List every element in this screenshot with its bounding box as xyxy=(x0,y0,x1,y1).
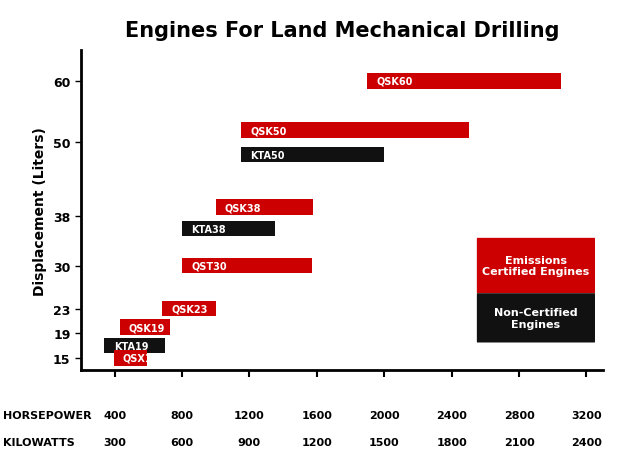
Text: 3200: 3200 xyxy=(571,410,602,420)
Text: 1200: 1200 xyxy=(234,410,265,420)
Text: 600: 600 xyxy=(170,438,193,448)
Text: 2400: 2400 xyxy=(571,438,602,448)
Text: 1200: 1200 xyxy=(302,438,332,448)
Text: 1500: 1500 xyxy=(369,438,399,448)
Bar xyxy=(114,350,147,366)
Text: KTA19: KTA19 xyxy=(114,341,148,351)
Text: QSX15: QSX15 xyxy=(123,353,159,363)
Text: Non-Certified
Engines: Non-Certified Engines xyxy=(494,307,578,329)
FancyBboxPatch shape xyxy=(477,238,595,294)
Bar xyxy=(104,338,165,354)
FancyBboxPatch shape xyxy=(477,294,595,343)
Text: KTA38: KTA38 xyxy=(191,224,226,234)
Text: QSK23: QSK23 xyxy=(171,304,207,314)
Text: 2000: 2000 xyxy=(369,410,399,420)
Bar xyxy=(119,320,170,335)
Text: 2400: 2400 xyxy=(436,410,467,420)
Title: Engines For Land Mechanical Drilling: Engines For Land Mechanical Drilling xyxy=(125,21,559,41)
Text: QSK50: QSK50 xyxy=(250,126,287,136)
Text: QSK60: QSK60 xyxy=(377,77,413,87)
Text: QSK38: QSK38 xyxy=(225,203,261,213)
Text: 2100: 2100 xyxy=(504,438,534,448)
Text: 2800: 2800 xyxy=(504,410,534,420)
Bar xyxy=(241,148,384,163)
Bar xyxy=(216,200,313,215)
Text: KILOWATTS: KILOWATTS xyxy=(3,438,75,448)
Text: QST30: QST30 xyxy=(191,261,227,271)
Text: Emissions
Certified Engines: Emissions Certified Engines xyxy=(482,255,590,277)
Text: 900: 900 xyxy=(238,438,261,448)
Bar xyxy=(241,123,468,138)
Text: 400: 400 xyxy=(103,410,126,420)
Text: 1800: 1800 xyxy=(436,438,467,448)
Text: 300: 300 xyxy=(103,438,126,448)
Bar xyxy=(368,74,561,89)
Bar xyxy=(162,301,216,317)
Bar xyxy=(182,221,275,237)
Text: 1600: 1600 xyxy=(302,410,332,420)
Text: 800: 800 xyxy=(170,410,193,420)
Text: KTA50: KTA50 xyxy=(250,150,285,160)
Y-axis label: Displacement (Liters): Displacement (Liters) xyxy=(34,126,47,295)
Text: QSK19: QSK19 xyxy=(129,322,165,332)
Bar xyxy=(182,258,312,274)
Text: HORSEPOWER: HORSEPOWER xyxy=(3,410,91,420)
